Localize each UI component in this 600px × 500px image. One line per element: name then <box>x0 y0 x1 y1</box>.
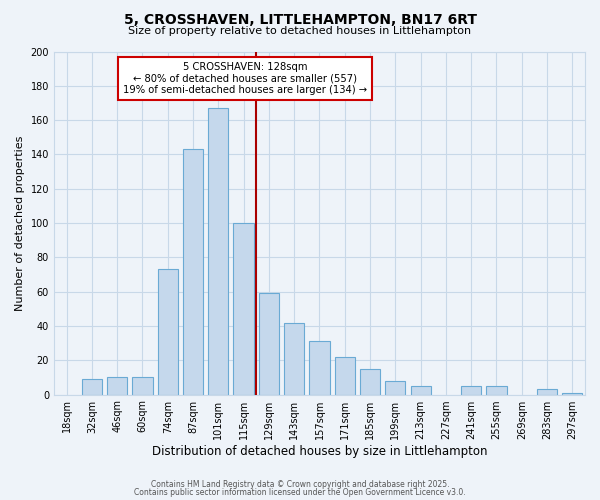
Bar <box>82 379 102 394</box>
Bar <box>410 386 431 394</box>
Bar <box>537 390 557 394</box>
Bar <box>183 150 203 394</box>
Text: Contains HM Land Registry data © Crown copyright and database right 2025.: Contains HM Land Registry data © Crown c… <box>151 480 449 489</box>
Text: 5, CROSSHAVEN, LITTLEHAMPTON, BN17 6RT: 5, CROSSHAVEN, LITTLEHAMPTON, BN17 6RT <box>124 12 476 26</box>
Bar <box>208 108 229 395</box>
Bar <box>562 393 583 394</box>
Bar <box>487 386 506 394</box>
Text: 5 CROSSHAVEN: 128sqm
← 80% of detached houses are smaller (557)
19% of semi-deta: 5 CROSSHAVEN: 128sqm ← 80% of detached h… <box>123 62 367 95</box>
Text: Size of property relative to detached houses in Littlehampton: Size of property relative to detached ho… <box>128 26 472 36</box>
Bar <box>310 342 329 394</box>
Bar <box>158 270 178 394</box>
Bar <box>107 378 127 394</box>
Bar <box>133 378 152 394</box>
Y-axis label: Number of detached properties: Number of detached properties <box>15 136 25 310</box>
Bar <box>233 223 254 394</box>
Bar <box>385 381 406 394</box>
Bar <box>461 386 481 394</box>
Bar <box>335 357 355 395</box>
Bar <box>259 294 279 394</box>
Text: Contains public sector information licensed under the Open Government Licence v3: Contains public sector information licen… <box>134 488 466 497</box>
Bar <box>360 369 380 394</box>
X-axis label: Distribution of detached houses by size in Littlehampton: Distribution of detached houses by size … <box>152 444 487 458</box>
Bar <box>284 322 304 394</box>
